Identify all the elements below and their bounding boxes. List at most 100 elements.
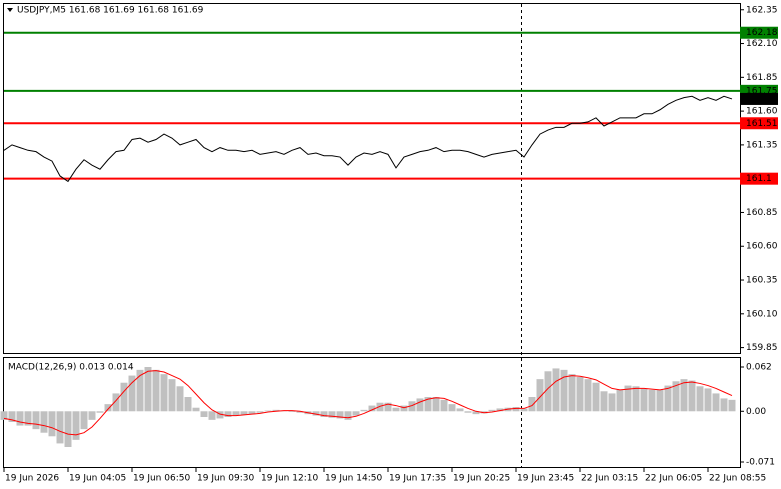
y-tick-label: 161.85 bbox=[746, 73, 778, 83]
histogram-bar bbox=[120, 382, 128, 412]
histogram-bar bbox=[152, 369, 160, 412]
histogram-bar bbox=[624, 385, 632, 412]
histogram-bar bbox=[648, 389, 656, 412]
histogram-bar bbox=[48, 411, 56, 437]
histogram-bar bbox=[472, 411, 480, 415]
histogram-bar bbox=[288, 411, 296, 412]
histogram-bar bbox=[408, 401, 416, 412]
histogram-bar bbox=[544, 371, 552, 412]
y-tick-label: 160.35 bbox=[746, 276, 778, 286]
histogram-bar bbox=[528, 397, 536, 412]
histogram-bar bbox=[16, 411, 24, 426]
histogram-bar bbox=[8, 411, 16, 422]
histogram-bar bbox=[464, 411, 472, 413]
y-tick-label: 159.85 bbox=[746, 343, 778, 353]
level-label: 162.18 bbox=[746, 28, 778, 38]
chart-title: USDJPY,M5 161.68 161.69 161.68 161.69 bbox=[17, 6, 204, 16]
histogram-bar bbox=[704, 388, 712, 412]
histogram-bar bbox=[520, 408, 528, 412]
histogram-bar bbox=[384, 402, 392, 412]
histogram-bar bbox=[24, 411, 32, 426]
histogram-bar bbox=[160, 374, 168, 412]
histogram-bar bbox=[200, 411, 208, 417]
histogram-bar bbox=[584, 379, 592, 412]
menu-triangle bbox=[7, 8, 13, 12]
histogram-bar bbox=[312, 411, 320, 416]
histogram-bar bbox=[344, 411, 352, 420]
histogram-bar bbox=[448, 404, 456, 412]
histogram-bar bbox=[224, 411, 232, 417]
histogram-bar bbox=[728, 399, 736, 412]
x-tick-label: 22 Jun 03:15 bbox=[581, 474, 638, 484]
histogram-bar bbox=[416, 398, 424, 412]
histogram-bar bbox=[56, 411, 64, 444]
histogram-bar bbox=[168, 379, 176, 412]
x-tick-label: 19 Jun 20:25 bbox=[453, 474, 510, 484]
y-tick-label: -0.071 bbox=[746, 458, 775, 468]
y-tick-label: 162.10 bbox=[746, 39, 778, 49]
histogram-bar bbox=[216, 411, 224, 419]
y-tick-label: 160.10 bbox=[746, 309, 778, 319]
histogram-bar bbox=[336, 411, 344, 419]
histogram-bar bbox=[240, 411, 248, 415]
histogram-bar bbox=[176, 386, 184, 412]
histogram-bar bbox=[64, 411, 72, 447]
current-price: 161.69 bbox=[746, 94, 778, 104]
y-tick-label: 0.00 bbox=[746, 407, 766, 417]
x-tick-label: 19 Jun 04:05 bbox=[69, 474, 126, 484]
histogram-bar bbox=[456, 408, 464, 412]
histogram-bar bbox=[232, 411, 240, 416]
x-tick-label: 19 Jun 12:10 bbox=[261, 474, 318, 484]
level-tag bbox=[740, 117, 778, 130]
y-tick-label: 0.062 bbox=[746, 363, 772, 373]
y-tick-label: 162.35 bbox=[746, 5, 778, 15]
histogram-bar bbox=[296, 411, 304, 413]
histogram-bar bbox=[376, 402, 384, 412]
histogram-bar bbox=[32, 411, 40, 430]
histogram-bar bbox=[656, 389, 664, 412]
y-tick-label: 160.85 bbox=[746, 208, 778, 218]
histogram-bar bbox=[0, 411, 8, 420]
histogram-bar bbox=[616, 389, 624, 412]
y-tick-label: 161.60 bbox=[746, 107, 778, 117]
histogram-bar bbox=[536, 379, 544, 412]
histogram-bar bbox=[72, 411, 80, 440]
histogram-bar bbox=[600, 391, 608, 412]
macd-title: MACD(12,26,9) 0.013 0.014 bbox=[8, 363, 134, 373]
histogram-bar bbox=[192, 407, 200, 412]
histogram-bar bbox=[320, 411, 328, 417]
histogram-bar bbox=[136, 369, 144, 412]
histogram-bar bbox=[552, 368, 560, 412]
histogram-bar bbox=[512, 407, 520, 412]
signal-line bbox=[3, 370, 733, 436]
histogram-bar bbox=[440, 399, 448, 412]
histogram-bar bbox=[432, 397, 440, 412]
histogram-bar bbox=[248, 411, 256, 415]
x-tick-label: 19 Jun 06:50 bbox=[133, 474, 190, 484]
histogram-bar bbox=[368, 405, 376, 412]
price-tag bbox=[740, 92, 778, 105]
x-tick-label: 19 Jun 23:45 bbox=[517, 474, 574, 484]
histogram-bar bbox=[328, 411, 336, 418]
histogram-bar bbox=[568, 374, 576, 412]
x-tick-label: 19 Jun 17:35 bbox=[389, 474, 446, 484]
histogram-bar bbox=[256, 411, 264, 413]
level-label: 161.75 bbox=[746, 86, 778, 96]
histogram-bar bbox=[712, 393, 720, 412]
histogram-bar bbox=[144, 367, 152, 412]
level-tag bbox=[740, 172, 778, 185]
histogram-bar bbox=[264, 410, 272, 412]
histogram-bar bbox=[576, 377, 584, 412]
histogram-bar bbox=[664, 385, 672, 412]
histogram-bar bbox=[672, 381, 680, 412]
histogram-bar bbox=[640, 388, 648, 412]
histogram-bar bbox=[632, 386, 640, 412]
x-tick-label: 19 Jun 09:30 bbox=[197, 474, 254, 484]
histogram-bar bbox=[608, 393, 616, 412]
histogram-bar bbox=[96, 411, 104, 413]
histogram-bar bbox=[560, 369, 568, 412]
x-tick-label: 19 Jun 14:50 bbox=[325, 474, 382, 484]
histogram-bar bbox=[352, 411, 360, 416]
